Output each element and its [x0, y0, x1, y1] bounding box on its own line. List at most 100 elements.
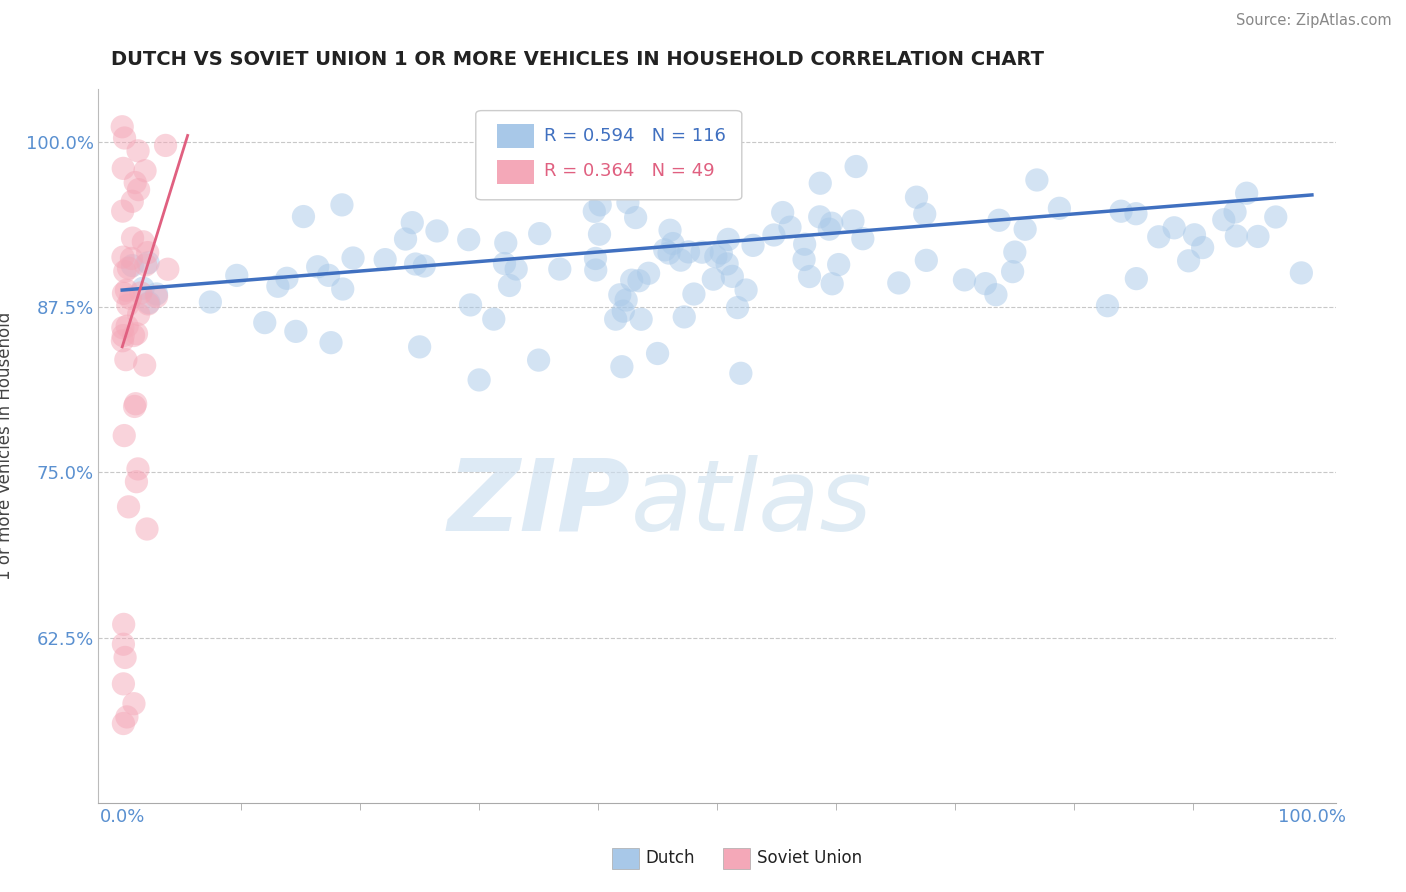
- Point: [112, 428, 135, 442]
- Point: [845, 160, 868, 174]
- Point: [117, 261, 139, 276]
- Y-axis label: 1 or more Vehicles in Household: 1 or more Vehicles in Household: [0, 312, 14, 580]
- Point: [495, 235, 517, 250]
- Point: [115, 710, 138, 724]
- Point: [683, 287, 706, 301]
- Point: [799, 269, 821, 284]
- Point: [704, 250, 727, 264]
- Point: [132, 281, 155, 295]
- Point: [125, 475, 148, 489]
- Point: [702, 272, 724, 286]
- Point: [136, 522, 159, 536]
- Point: [292, 210, 315, 224]
- Point: [374, 252, 396, 267]
- Point: [112, 617, 135, 632]
- Point: [808, 210, 831, 224]
- Point: [225, 268, 247, 283]
- Point: [735, 283, 758, 297]
- Text: R = 0.364   N = 49: R = 0.364 N = 49: [544, 162, 714, 180]
- Point: [318, 268, 340, 283]
- Point: [112, 328, 135, 343]
- Point: [124, 397, 146, 411]
- Point: [200, 295, 222, 310]
- Point: [114, 264, 136, 278]
- Point: [1191, 241, 1213, 255]
- Point: [678, 244, 700, 259]
- Point: [125, 326, 148, 341]
- Point: [135, 258, 157, 272]
- Point: [111, 250, 134, 264]
- Point: [658, 246, 681, 260]
- Point: [111, 320, 134, 334]
- Point: [1025, 173, 1047, 187]
- Point: [821, 277, 844, 291]
- Point: [124, 176, 146, 190]
- Point: [673, 310, 696, 324]
- Point: [307, 260, 329, 274]
- Point: [614, 293, 637, 307]
- Point: [128, 307, 150, 321]
- Point: [156, 262, 179, 277]
- Point: [134, 358, 156, 372]
- Point: [721, 269, 744, 284]
- Point: [120, 291, 142, 305]
- Point: [413, 259, 436, 273]
- Bar: [723, 847, 751, 869]
- Point: [669, 253, 692, 268]
- Point: [121, 252, 143, 266]
- Point: [808, 176, 831, 190]
- Point: [136, 297, 159, 311]
- Point: [710, 246, 733, 260]
- Point: [1097, 299, 1119, 313]
- Point: [793, 252, 815, 267]
- Point: [121, 259, 143, 273]
- Point: [914, 207, 936, 221]
- Point: [482, 312, 505, 326]
- Point: [111, 204, 134, 219]
- Text: Soviet Union: Soviet Union: [756, 849, 862, 867]
- Point: [727, 301, 749, 315]
- Point: [610, 359, 633, 374]
- Point: [253, 316, 276, 330]
- Point: [654, 243, 676, 257]
- Point: [988, 213, 1011, 227]
- Point: [529, 227, 551, 241]
- Point: [114, 650, 136, 665]
- Point: [111, 334, 134, 348]
- Point: [1247, 229, 1270, 244]
- Point: [394, 232, 416, 246]
- Point: [145, 287, 167, 301]
- Point: [617, 195, 640, 210]
- Point: [1163, 220, 1185, 235]
- Point: [1125, 271, 1147, 285]
- Point: [124, 400, 146, 414]
- FancyBboxPatch shape: [475, 111, 742, 200]
- Bar: [496, 124, 534, 148]
- Point: [505, 262, 527, 277]
- Text: ZIP: ZIP: [447, 455, 630, 551]
- Point: [717, 232, 740, 246]
- Point: [1125, 207, 1147, 221]
- Point: [408, 340, 430, 354]
- Point: [915, 253, 938, 268]
- Point: [953, 273, 976, 287]
- Point: [548, 262, 571, 277]
- Point: [612, 304, 634, 318]
- Point: [662, 236, 685, 251]
- Point: [136, 256, 159, 270]
- Point: [827, 258, 849, 272]
- Point: [583, 204, 606, 219]
- Point: [111, 120, 134, 134]
- Point: [134, 163, 156, 178]
- Point: [527, 353, 550, 368]
- Point: [498, 278, 520, 293]
- Text: Dutch: Dutch: [645, 849, 695, 867]
- Text: Source: ZipAtlas.com: Source: ZipAtlas.com: [1236, 13, 1392, 29]
- Point: [457, 233, 479, 247]
- Point: [138, 295, 160, 310]
- Point: [136, 245, 159, 260]
- Point: [115, 352, 138, 367]
- Point: [762, 227, 785, 242]
- Point: [401, 216, 423, 230]
- Point: [332, 282, 354, 296]
